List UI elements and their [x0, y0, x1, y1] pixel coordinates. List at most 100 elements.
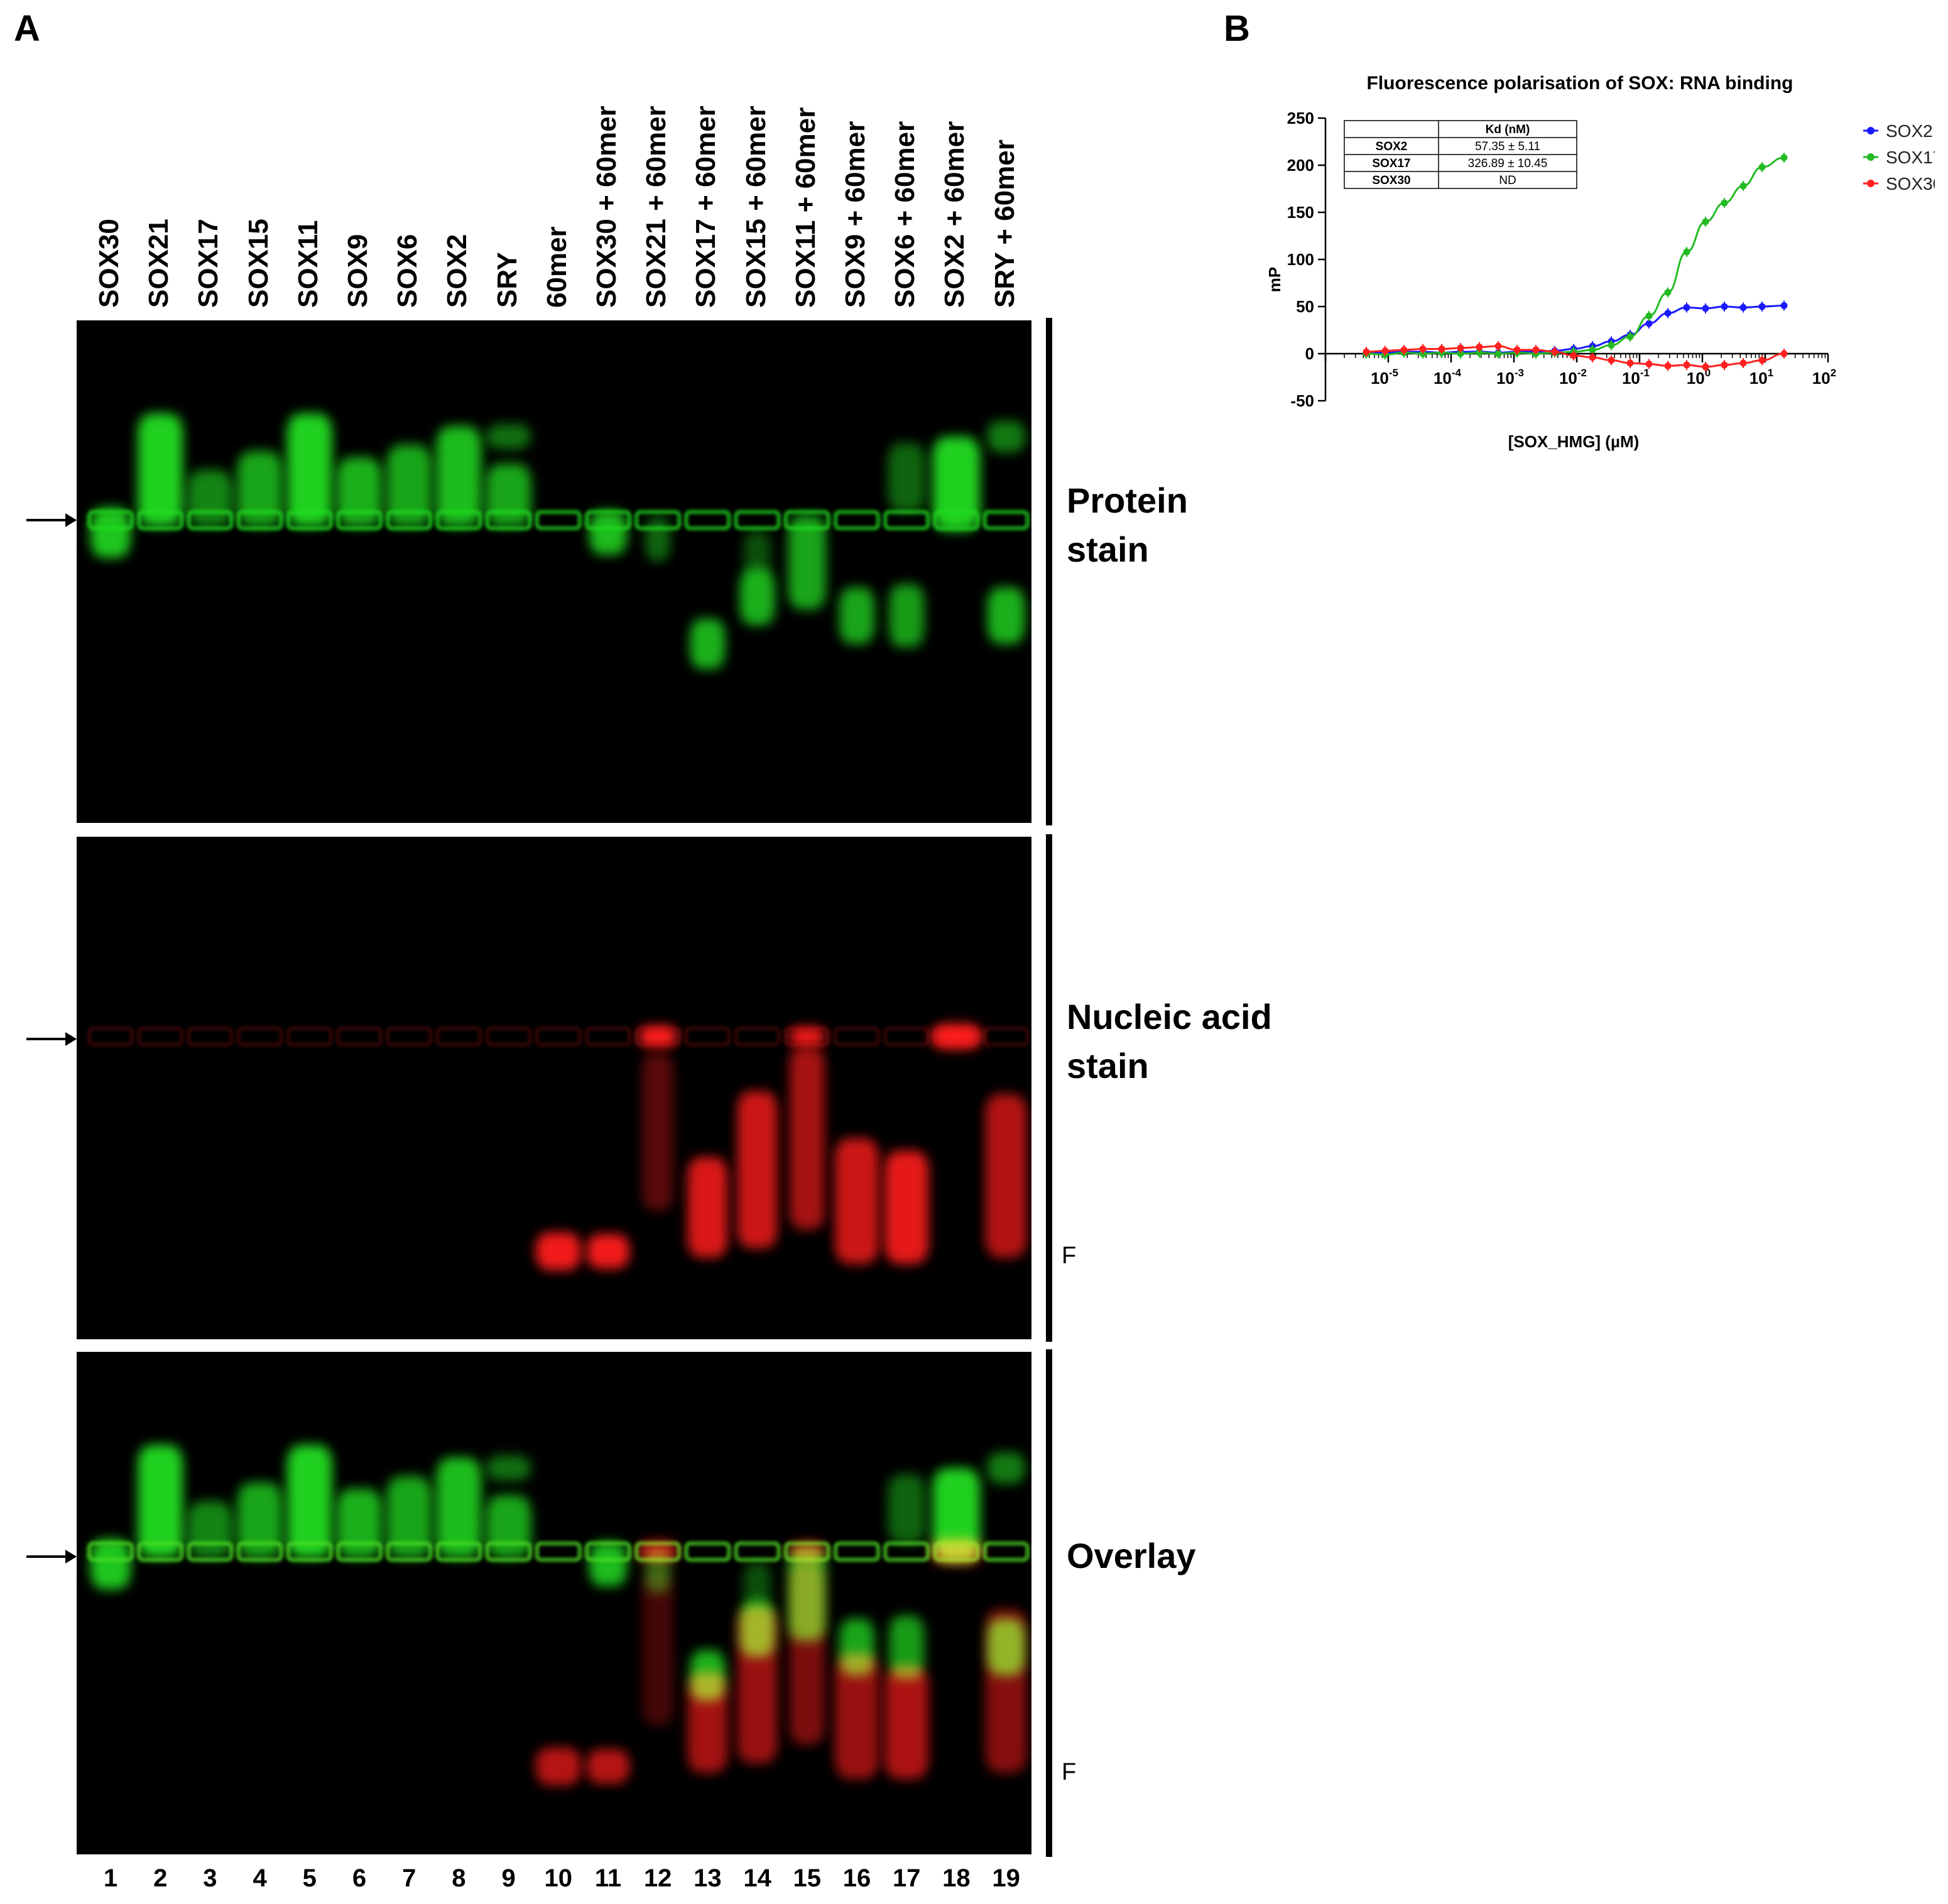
lane-label: 60mer [541, 226, 572, 308]
lane-number: 2 [153, 1864, 168, 1892]
chart-x-tick-exponent: -5 [1389, 367, 1398, 379]
chart-x-tick-exponent: -2 [1577, 367, 1587, 379]
gel-band [486, 424, 531, 449]
data-point [1780, 154, 1788, 161]
chart-y-tick-label: 250 [1287, 109, 1314, 128]
gel-well [535, 510, 582, 530]
gel-band [386, 1476, 432, 1558]
gel-well [187, 1026, 233, 1047]
gel-band [486, 464, 531, 526]
nucleic-stain-label-line2: stain [1067, 1046, 1149, 1085]
kd-table-cell: SOX2 [1376, 140, 1408, 153]
lane-label: SRY [491, 252, 523, 308]
lane-number: 19 [992, 1864, 1020, 1892]
gel-band [987, 1452, 1025, 1484]
gel-well [784, 1542, 830, 1562]
gel-well [634, 1026, 681, 1047]
data-point [1400, 346, 1408, 354]
lane-label: SOX30 + 60mer [591, 106, 622, 308]
gel-band [889, 584, 925, 647]
gel-band [237, 451, 283, 526]
chart-y-tick-label: 150 [1287, 203, 1314, 222]
gel-well [87, 1026, 134, 1047]
data-point [1608, 357, 1615, 364]
lane-label: SOX30 [94, 219, 124, 308]
nucleic-free-probe-label: F [1062, 1243, 1077, 1269]
gel-well [187, 1542, 233, 1562]
chart-x-tick-exponent: -3 [1515, 367, 1524, 379]
gel-band [884, 1666, 929, 1779]
overlay-free-probe-label: F [1062, 1759, 1077, 1785]
gel-well [435, 1026, 482, 1047]
kd-table-cell: Kd (nM) [1486, 123, 1530, 136]
chart-y-tick-label: 50 [1296, 297, 1314, 316]
gel-well [237, 1026, 283, 1047]
data-point [1702, 218, 1709, 226]
gel-well [784, 510, 830, 530]
gel-band [690, 619, 726, 669]
legend-label: SOX30 [1886, 174, 1935, 193]
chart-x-tick-exponent: -1 [1640, 367, 1650, 379]
gel-band [337, 1489, 382, 1558]
data-point [1664, 310, 1672, 317]
protein-stain-gel [77, 320, 1031, 823]
lane-label: SOX2 + 60mer [939, 121, 971, 308]
gel-well [983, 510, 1030, 530]
gel-well [137, 1542, 183, 1562]
gel-well [187, 510, 233, 530]
gel-well [535, 1542, 582, 1562]
gel-band [789, 1047, 825, 1229]
data-point [1645, 320, 1653, 327]
gel-well [883, 1542, 930, 1562]
nucleic-stain-divider [1046, 834, 1052, 1342]
gel-band [587, 1234, 629, 1269]
lane-label: SOX15 + 60mer [740, 106, 771, 308]
gel-band [237, 1482, 283, 1558]
protein-stain-divider [1046, 318, 1052, 825]
kd-table-cell: 57.35 ± 5.11 [1475, 140, 1540, 153]
chart-y-axis-label: mP [1265, 267, 1284, 292]
gel-well [286, 1542, 333, 1562]
gel-well [237, 510, 283, 530]
data-point [1626, 333, 1634, 340]
gel-band [286, 413, 332, 526]
legend-label: SOX2 [1886, 121, 1933, 141]
chart-y-tick-label: 100 [1287, 250, 1314, 269]
gel-well [386, 1542, 432, 1562]
gel-well [486, 1542, 532, 1562]
data-point [1645, 312, 1653, 320]
data-point [1570, 352, 1577, 359]
chart-x-tick-label: 10-1 [1622, 367, 1650, 388]
data-point [1721, 199, 1728, 207]
gel-band [639, 1026, 677, 1047]
data-point [1721, 303, 1728, 310]
chart-y-tick-label: 200 [1287, 156, 1314, 175]
gel-well [784, 1026, 830, 1047]
chart-x-tick-label: 10-3 [1496, 367, 1524, 388]
data-point [1780, 302, 1788, 309]
gel-well [535, 1026, 582, 1047]
overlay-stain-label: Overlay [1067, 1531, 1196, 1580]
data-point [1739, 182, 1747, 190]
gel-well [983, 1542, 1030, 1562]
gel-band [138, 1445, 183, 1558]
gel-well [486, 1026, 532, 1047]
gel-well [834, 1542, 880, 1562]
gel-band [739, 568, 775, 625]
gel-well [286, 1026, 333, 1047]
gel-well [734, 1542, 781, 1562]
gel-band [642, 1569, 674, 1726]
data-point [1721, 361, 1728, 369]
gel-band [932, 1468, 981, 1562]
nucleic-stain-gel [77, 837, 1031, 1339]
gel-band [535, 1232, 581, 1270]
lane-number: 10 [544, 1864, 573, 1892]
protein-stain-label-line2: stain [1067, 530, 1149, 569]
gel-well [286, 510, 333, 530]
chart-title: Fluorescence polarisation of SOX: RNA bi… [1367, 73, 1793, 94]
data-point [1683, 248, 1690, 256]
gel-band [835, 1138, 879, 1264]
chart-x-tick-label: 101 [1749, 367, 1773, 388]
lane-label: SOX9 + 60mer [840, 121, 871, 308]
